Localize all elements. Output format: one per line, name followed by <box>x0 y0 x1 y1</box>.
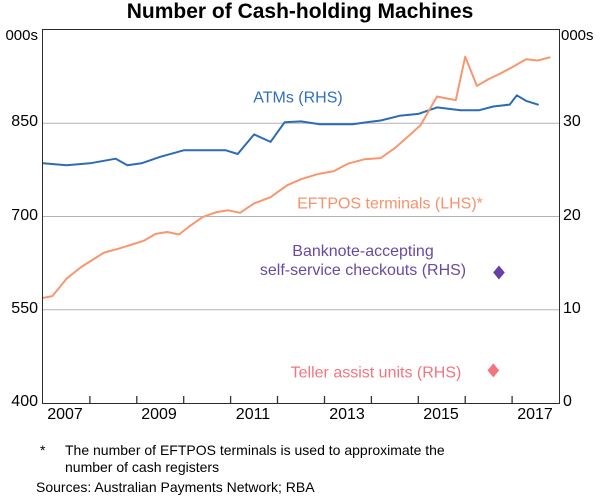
lhs-tick-label-700: 700 <box>11 207 38 224</box>
footnote-text: The number of EFTPOS terminals is used t… <box>65 442 445 476</box>
marker-label-banknote-line2: self-service checkouts (RHS) <box>259 262 467 279</box>
x-axis-label-2015: 2015 <box>423 406 459 423</box>
x-axis-label-2011: 2011 <box>235 406 271 423</box>
rhs-tick-label-10: 10 <box>563 300 581 317</box>
sources-line: Sources: Australian Payments Network; RB… <box>36 479 315 495</box>
footnote-line1: The number of EFTPOS terminals is used t… <box>65 442 445 458</box>
series-label-atms: ATMs (RHS) <box>253 89 343 107</box>
series-label-eftpos: EFTPOS terminals (LHS)* <box>297 195 483 213</box>
teller-assist-marker-diamond <box>487 363 500 378</box>
x-axis-label-2013: 2013 <box>329 406 365 423</box>
lhs-tick-label-850: 850 <box>11 113 38 130</box>
eftpos-line <box>43 55 551 299</box>
footnote: * The number of EFTPOS terminals is used… <box>40 442 445 476</box>
chart-title: Number of Cash-holding Machines <box>126 0 474 23</box>
rhs-tick-label-30: 30 <box>563 113 581 130</box>
x-axis-label-2009: 2009 <box>141 406 177 423</box>
marker-label-teller-assist: Teller assist units (RHS) <box>290 364 462 382</box>
rhs-tick-label-0: 0 <box>563 393 572 410</box>
lhs-tick-label-550: 550 <box>11 300 38 317</box>
right-axis-unit: 000s <box>561 27 594 44</box>
chart-canvas <box>43 55 559 403</box>
footnote-line2: number of cash registers <box>65 459 220 475</box>
banknote-sscos-marker-diamond <box>493 265 505 280</box>
marker-label-banknote-sscos: Banknote-accepting self-service checkout… <box>260 242 466 280</box>
rhs-tick-label-20: 20 <box>563 207 581 224</box>
x-axis-label-2007: 2007 <box>47 406 83 423</box>
atms-line <box>43 94 539 167</box>
x-axis-label-2017: 2017 <box>517 406 553 423</box>
lhs-tick-label-400: 400 <box>11 393 38 410</box>
marker-label-banknote-line1: Banknote-accepting <box>292 243 434 260</box>
plot-area: ATMs (RHS) EFTPOS terminals (LHS)* Bankn… <box>42 29 560 404</box>
footnote-asterisk: * <box>40 442 46 458</box>
left-axis-unit: 000s <box>5 27 38 44</box>
